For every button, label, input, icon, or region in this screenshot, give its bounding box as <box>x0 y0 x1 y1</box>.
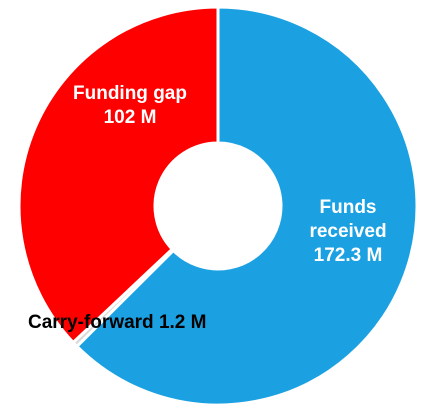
category-label: Funds received <box>309 197 387 242</box>
slice-label: Funding gap 102 M <box>62 82 198 130</box>
slice-label-box: Funds received 172.3 M <box>292 196 404 268</box>
slice-label: Carry-forward 1.2 M <box>28 311 218 335</box>
slice-label-box: Carry-forward 1.2 M <box>28 311 218 335</box>
slice-label: Funds received 172.3 M <box>292 196 404 268</box>
donut-slice <box>17 5 220 345</box>
value-label: 102 M <box>103 107 157 128</box>
category-label: Carry-forward <box>28 312 154 333</box>
value-label: 1.2 M <box>158 312 207 333</box>
category-label: Funding gap <box>73 83 187 104</box>
slice-label-box: Funding gap 102 M <box>62 82 198 130</box>
value-label: 172.3 M <box>313 245 383 266</box>
